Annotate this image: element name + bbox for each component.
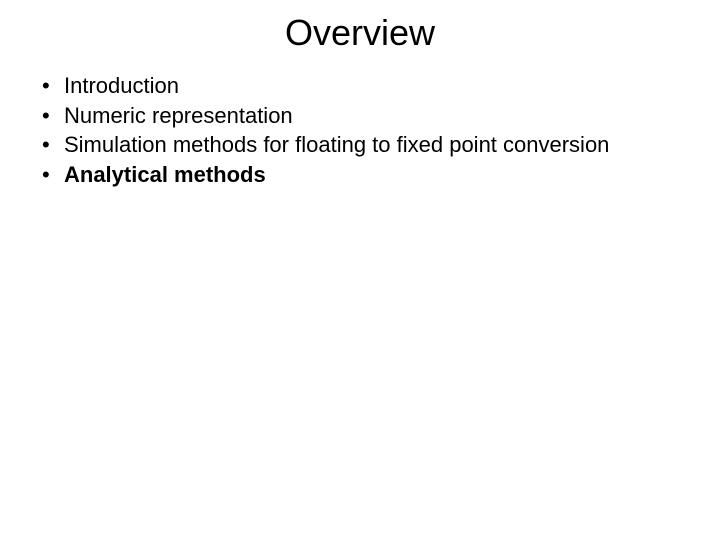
- list-item: • Analytical methods: [40, 161, 690, 189]
- bullet-icon: •: [40, 102, 64, 130]
- bullet-text: Numeric representation: [64, 102, 690, 130]
- list-item: • Numeric representation: [40, 102, 690, 130]
- bullet-text: Analytical methods: [64, 161, 690, 189]
- list-item: • Introduction: [40, 72, 690, 100]
- bullet-icon: •: [40, 72, 64, 100]
- bullet-icon: •: [40, 131, 64, 159]
- list-item: • Simulation methods for floating to fix…: [40, 131, 690, 159]
- bullet-text: Introduction: [64, 72, 690, 100]
- bullet-list: • Introduction • Numeric representation …: [30, 72, 690, 188]
- bullet-text: Simulation methods for floating to fixed…: [64, 131, 690, 159]
- slide-title: Overview: [30, 12, 690, 54]
- slide-container: Overview • Introduction • Numeric repres…: [0, 0, 720, 540]
- bullet-icon: •: [40, 161, 64, 189]
